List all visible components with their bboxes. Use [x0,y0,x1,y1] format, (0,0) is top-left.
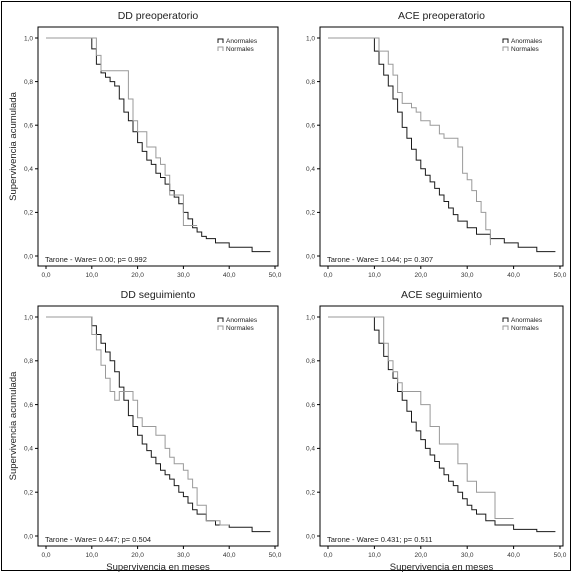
x-tick-label: 50,0 [554,552,567,559]
x-tick-label: 20,0 [414,552,427,559]
y-tick-label: 0,6 [306,123,315,130]
legend-label-normales: Normales [511,325,540,332]
series-line-anormales [328,37,556,253]
y-tick-label: 0,8 [306,358,315,365]
legend-swatch [502,317,509,322]
chart-title: DD seguimiento [121,289,196,301]
y-tick-label: 1,0 [24,314,33,321]
chart-panel-2: ACE preoperatorio 0,0 0,2 0,4 0,6 0,8 1,0 0,0 10… [306,10,567,279]
y-tick-label: 0,0 [306,533,315,540]
plot-area [37,305,279,547]
x-axis-label: Supervivencia en meses [106,562,210,573]
test-annotation: Tarone - Ware= 0.447; p= 0.504 [45,535,151,544]
x-tick-label: 40,0 [507,272,520,279]
x-tick-label: 20,0 [414,272,427,279]
y-tick-label: 0,6 [306,402,315,409]
x-tick-label: 0,0 [323,272,332,279]
chart-title: DD preoperatorio [118,10,199,22]
legend-swatch [217,317,224,322]
x-tick-label: 40,0 [223,272,236,279]
legend-swatch [217,38,224,43]
x-tick-label: 0,0 [41,552,50,559]
y-tick-label: 0,4 [306,166,315,173]
plot-area [319,305,564,547]
series-line-anormales [46,316,271,533]
legend-label-normales: Normales [511,46,540,53]
legend-label-anormales: Anormales [511,38,543,45]
y-tick-label: 0,8 [306,79,315,86]
y-tick-label: 0,8 [24,79,33,86]
y-tick-label: 0,2 [24,490,33,497]
y-tick-label: 0,2 [306,210,315,217]
x-tick-label: 30,0 [461,272,474,279]
x-tick-label: 20,0 [131,272,144,279]
x-tick-label: 30,0 [461,552,474,559]
y-tick-label: 0,4 [24,166,33,173]
chart-panel-1: DD preoperatorio 0,0 0,2 0,4 0,6 0,8 1,0 0,0 10,… [8,10,282,279]
y-tick-label: 1,0 [306,35,315,42]
x-tick-label: 40,0 [223,552,236,559]
x-tick-label: 10,0 [368,552,381,559]
chart-panel-3: DD seguimiento 0,0 0,2 0,4 0,6 0,8 1,0 0,0 10,0 2… [8,289,282,573]
y-tick-label: 0,2 [306,490,315,497]
x-tick-label: 10,0 [85,552,98,559]
series-line-anormales [328,316,556,533]
series-line-normales [328,316,514,519]
legend-swatch [217,46,224,51]
test-annotation: Tarone - Ware= 0.431; p= 0.511 [327,535,432,544]
x-tick-label: 50,0 [554,272,567,279]
y-tick-label: 0,6 [24,402,33,409]
y-tick-label: 0,0 [306,253,315,260]
x-tick-label: 10,0 [85,272,98,279]
y-tick-label: 0,6 [24,123,33,130]
plot-area [37,26,279,267]
chart-title: ACE preoperatorio [398,10,485,22]
y-tick-label: 0,2 [24,210,33,217]
y-axis-label: Supervivencia acumulada [8,371,19,481]
x-tick-label: 50,0 [269,552,282,559]
x-tick-label: 50,0 [269,272,282,279]
y-tick-label: 0,0 [24,253,33,260]
series-line-normales [46,316,230,526]
legend-swatch [217,325,224,330]
legend-label-normales: Normales [226,325,255,332]
series-line-normales [328,37,491,246]
legend-label-anormales: Anormales [226,317,258,324]
legend-label-anormales: Anormales [511,317,543,324]
legend-swatch [502,46,509,51]
x-tick-label: 20,0 [131,552,144,559]
y-tick-label: 0,4 [306,446,315,453]
legend-label-anormales: Anormales [226,38,258,45]
y-tick-label: 0,0 [24,533,33,540]
plot-area [319,26,564,267]
legend-label-normales: Normales [226,46,255,53]
x-tick-label: 10,0 [368,272,381,279]
chart-panel-4: ACE seguimiento 0,0 0,2 0,4 0,6 0,8 1,0 0,0 10,0… [306,289,567,573]
x-axis-label: Supervivencia en meses [390,562,494,573]
test-annotation: Tarone - Ware= 0.00; p= 0.992 [45,255,147,264]
legend-swatch [502,325,509,330]
y-tick-label: 1,0 [24,35,33,42]
y-tick-label: 1,0 [306,314,315,321]
chart-title: ACE seguimiento [401,289,482,301]
x-tick-label: 0,0 [41,272,50,279]
x-tick-label: 40,0 [507,552,520,559]
y-tick-label: 0,8 [24,358,33,365]
x-tick-label: 30,0 [177,552,190,559]
legend-swatch [502,38,509,43]
y-tick-label: 0,4 [24,446,33,453]
series-line-anormales [46,37,271,253]
x-tick-label: 30,0 [177,272,190,279]
test-annotation: Tarone - Ware= 1.044; p= 0.307 [327,255,433,264]
series-line-normales [46,37,198,226]
y-axis-label: Supervivencia acumulada [8,91,19,201]
x-tick-label: 0,0 [323,552,332,559]
